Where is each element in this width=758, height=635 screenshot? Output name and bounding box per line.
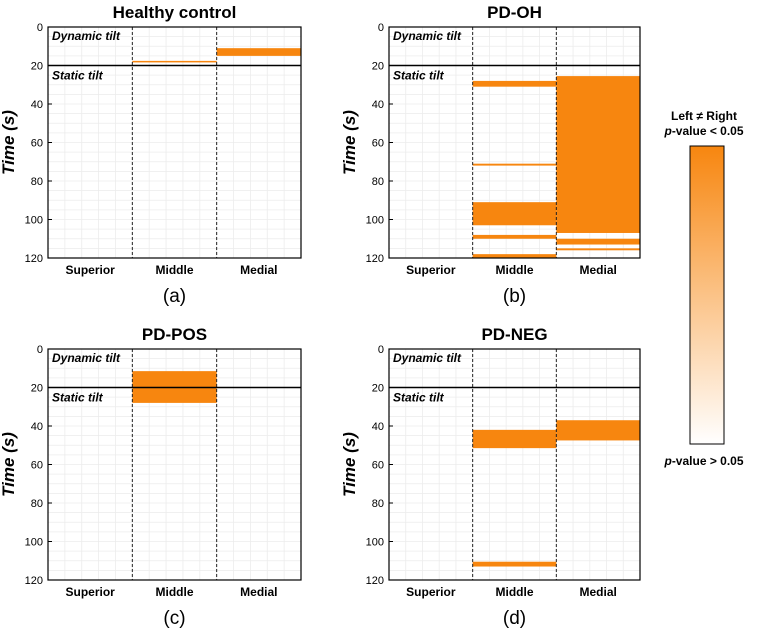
significant-segment <box>216 48 301 56</box>
colorbar-threshold-low: p-value > 0.05 <box>663 454 743 468</box>
colorbar-gradient <box>689 145 725 445</box>
y-tick-label: 20 <box>372 61 384 73</box>
segments <box>472 420 640 567</box>
dynamic-tilt-label: Dynamic tilt <box>52 351 121 365</box>
panel-pd-oh: PD-OH Dynamic tilt Static tilt 0 20 40 60 80 100… <box>340 3 641 307</box>
significant-segment <box>132 60 217 63</box>
y-tick-label: 60 <box>372 460 384 472</box>
panel-title: PD-POS <box>142 325 207 344</box>
y-axis-label: Time (s) <box>0 432 18 497</box>
y-axis-label: Time (s) <box>340 432 359 497</box>
y-tick-label: 20 <box>31 383 43 395</box>
category-label: Superior <box>406 585 456 599</box>
category-label: Middle <box>496 263 534 277</box>
y-axis-label: Time (s) <box>0 110 18 175</box>
y-tick-label: 60 <box>31 460 43 472</box>
significant-segment <box>472 202 557 226</box>
static-tilt-label: Static tilt <box>393 69 445 83</box>
significant-segment <box>472 80 557 87</box>
y-tick-label: 20 <box>31 61 43 73</box>
panel-pd-neg: PD-NEG Dynamic tilt Static tilt 0 20 40 60 80 10… <box>340 325 641 629</box>
category-label: Middle <box>156 585 194 599</box>
y-tick-label: 100 <box>25 537 43 549</box>
y-tick-label: 0 <box>378 344 384 356</box>
static-tilt-label: Static tilt <box>52 391 104 405</box>
static-tilt-label: Static tilt <box>393 391 445 405</box>
y-tick-label: 20 <box>372 383 384 395</box>
y-tick-label: 120 <box>366 575 384 587</box>
dynamic-tilt-label: Dynamic tilt <box>52 29 121 43</box>
static-tilt-label: Static tilt <box>52 69 104 83</box>
category-label: Medial <box>240 585 277 599</box>
significant-segment <box>556 76 640 233</box>
segments <box>472 76 640 258</box>
significant-segment <box>556 238 640 245</box>
significant-segment <box>472 234 557 239</box>
y-tick-label: 60 <box>372 138 384 150</box>
y-tick-label: 120 <box>366 253 384 265</box>
panel-sublabel: (a) <box>163 286 186 307</box>
panel-title: PD-NEG <box>481 325 547 344</box>
significant-segment <box>472 561 557 567</box>
category-label: Medial <box>579 585 616 599</box>
y-tick-label: 120 <box>25 253 43 265</box>
category-label: Medial <box>579 263 616 277</box>
y-tick-label: 100 <box>366 215 384 227</box>
y-tick-label: 80 <box>372 498 384 510</box>
y-tick-label: 120 <box>25 575 43 587</box>
category-label: Middle <box>496 585 534 599</box>
significant-segment <box>472 163 557 166</box>
colorbar-threshold-high: p-value < 0.05 <box>663 124 743 138</box>
y-tick-label: 40 <box>372 99 384 111</box>
dynamic-tilt-label: Dynamic tilt <box>393 29 462 43</box>
y-axis-label: Time (s) <box>340 110 359 175</box>
y-tick-label: 100 <box>25 215 43 227</box>
panel-sublabel: (c) <box>163 608 185 629</box>
y-tick-label: 40 <box>31 99 43 111</box>
y-tick-label: 40 <box>31 421 43 433</box>
grid <box>48 27 301 258</box>
segments <box>132 48 301 63</box>
significant-segment <box>472 254 557 258</box>
y-tick-label: 60 <box>31 138 43 150</box>
y-tick-label: 0 <box>378 22 384 34</box>
category-label: Superior <box>65 263 115 277</box>
y-tick-label: 80 <box>31 498 43 510</box>
dynamic-tilt-label: Dynamic tilt <box>393 351 462 365</box>
y-tick-label: 0 <box>37 22 43 34</box>
category-label: Superior <box>406 263 456 277</box>
significant-segment <box>472 429 557 449</box>
significant-segment <box>556 420 640 441</box>
panel-title: PD-OH <box>487 3 542 22</box>
y-tick-label: 100 <box>366 537 384 549</box>
panel-sublabel: (d) <box>503 608 526 629</box>
category-label: Medial <box>240 263 277 277</box>
y-tick-label: 40 <box>372 421 384 433</box>
category-label: Middle <box>156 263 194 277</box>
category-label: Superior <box>65 585 115 599</box>
grid <box>389 349 640 580</box>
y-tick-label: 0 <box>37 344 43 356</box>
panel-healthy-control: Healthy control Dynamic tilt Static tilt 0 2… <box>0 3 302 307</box>
significant-segment <box>556 248 640 251</box>
colorbar-title: Left ≠ Right <box>671 109 737 123</box>
panel-sublabel: (b) <box>503 286 526 307</box>
panel-title: Healthy control <box>113 3 237 22</box>
panel-pd-pos: PD-POS Dynamic tilt Static tilt 0 20 40 60 80 10… <box>0 325 302 629</box>
y-tick-label: 80 <box>31 176 43 188</box>
y-tick-label: 80 <box>372 176 384 188</box>
